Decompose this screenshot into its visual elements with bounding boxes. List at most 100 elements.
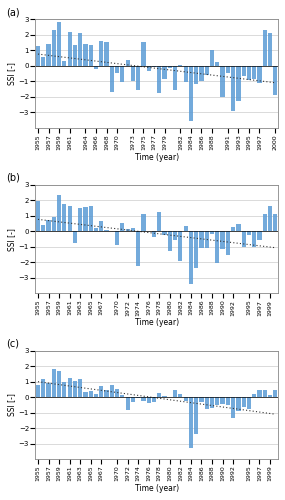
Bar [178, 232, 182, 261]
Bar [162, 232, 167, 235]
Bar [157, 212, 161, 232]
Bar [99, 41, 103, 66]
Bar [173, 232, 177, 240]
Bar [257, 232, 262, 239]
Bar [268, 33, 272, 66]
Bar [73, 382, 77, 397]
Bar [99, 222, 103, 232]
Bar [189, 232, 193, 284]
Bar [263, 214, 267, 232]
Bar [110, 231, 114, 232]
Bar [94, 66, 98, 69]
Bar [194, 232, 198, 268]
Text: (c): (c) [6, 338, 19, 348]
Bar [205, 66, 209, 74]
Bar [141, 397, 146, 401]
Bar [41, 378, 45, 397]
Bar [252, 232, 256, 247]
Bar [221, 397, 225, 404]
Bar [236, 224, 241, 232]
Bar [210, 397, 214, 408]
Bar [242, 232, 246, 248]
Bar [94, 228, 98, 232]
Bar [194, 66, 198, 84]
Bar [252, 394, 256, 397]
Bar [168, 232, 172, 251]
Bar [273, 390, 277, 397]
Bar [110, 66, 114, 92]
Bar [125, 228, 130, 232]
Bar [73, 232, 77, 243]
Bar [83, 44, 87, 66]
Bar [168, 66, 172, 68]
Bar [173, 66, 177, 90]
Bar [62, 61, 66, 66]
Bar [215, 397, 219, 405]
Bar [52, 217, 56, 232]
Bar [115, 232, 119, 244]
Bar [83, 206, 87, 232]
Bar [226, 232, 230, 255]
Bar [78, 379, 82, 397]
Bar [221, 232, 225, 248]
Bar [215, 232, 219, 263]
Bar [68, 32, 72, 66]
Bar [89, 392, 93, 397]
Bar [236, 66, 241, 101]
Bar [36, 46, 40, 66]
Bar [62, 204, 66, 232]
Bar [141, 214, 146, 232]
Bar [268, 206, 272, 232]
Bar [263, 30, 267, 66]
Bar [242, 66, 246, 76]
Bar [136, 66, 140, 90]
X-axis label: Time (year): Time (year) [135, 152, 179, 162]
Bar [89, 45, 93, 66]
Bar [36, 385, 40, 397]
Bar [110, 385, 114, 397]
Bar [52, 370, 56, 397]
Bar [41, 57, 45, 66]
Bar [89, 206, 93, 232]
Bar [62, 382, 66, 397]
X-axis label: Time (year): Time (year) [135, 484, 179, 493]
Bar [125, 397, 130, 410]
Y-axis label: SSI [-]: SSI [-] [7, 394, 16, 416]
Bar [162, 66, 167, 78]
Bar [226, 397, 230, 405]
Bar [221, 66, 225, 97]
Bar [46, 383, 51, 397]
Bar [78, 33, 82, 66]
Bar [178, 394, 182, 397]
Bar [120, 396, 125, 397]
Bar [273, 214, 277, 232]
Bar [73, 46, 77, 66]
Bar [99, 386, 103, 397]
Bar [236, 397, 241, 410]
Bar [136, 397, 140, 398]
Bar [94, 394, 98, 397]
Bar [162, 396, 167, 397]
Bar [189, 66, 193, 120]
Bar [120, 66, 125, 82]
Bar [200, 232, 203, 248]
Bar [157, 393, 161, 397]
Bar [157, 66, 161, 93]
Bar [131, 397, 135, 402]
Bar [215, 62, 219, 66]
Bar [41, 225, 45, 232]
Bar [257, 390, 262, 397]
Bar [184, 66, 188, 82]
Bar [210, 50, 214, 66]
Bar [231, 397, 235, 418]
Bar [152, 397, 156, 402]
Bar [200, 66, 203, 81]
Bar [273, 66, 277, 95]
Bar [57, 195, 61, 232]
Bar [68, 378, 72, 397]
Bar [131, 66, 135, 81]
Bar [210, 232, 214, 234]
Text: (b): (b) [6, 173, 20, 183]
Y-axis label: SSI [-]: SSI [-] [7, 228, 16, 250]
Bar [184, 397, 188, 401]
